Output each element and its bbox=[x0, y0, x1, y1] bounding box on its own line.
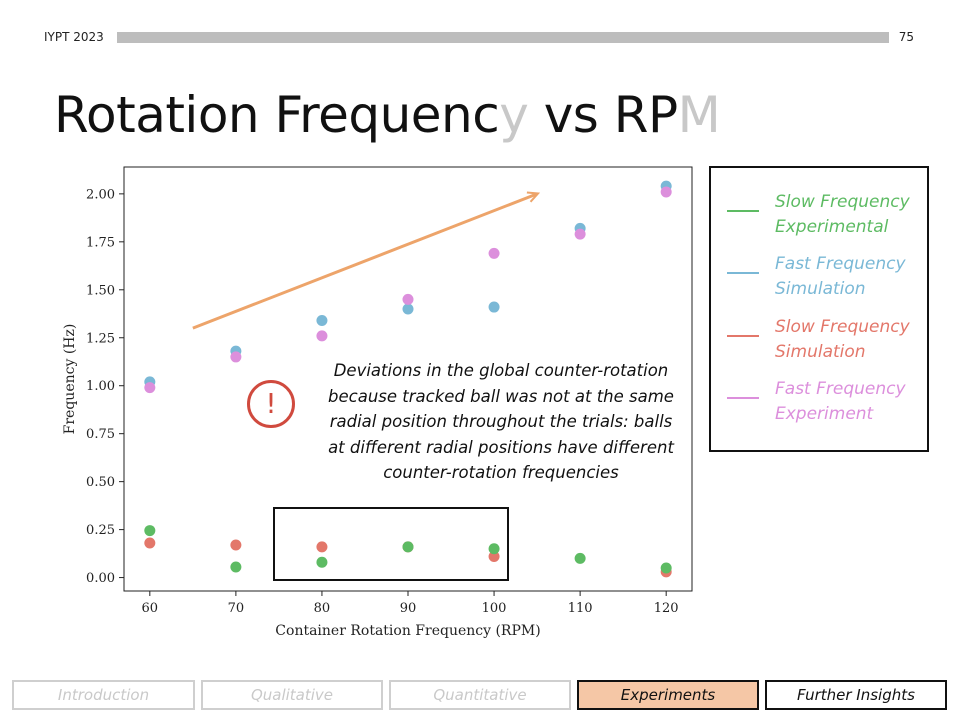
data-point bbox=[402, 293, 414, 305]
legend-label: Fast Frequency Experiment bbox=[775, 379, 906, 424]
x-tick-label: 60 bbox=[142, 601, 159, 616]
header-progress-bar bbox=[117, 32, 889, 43]
data-point bbox=[488, 247, 500, 259]
legend-swatch bbox=[727, 335, 759, 337]
y-tick-label: 0.75 bbox=[86, 427, 115, 442]
legend-swatch bbox=[727, 210, 759, 212]
y-tick-label: 2.00 bbox=[86, 187, 115, 202]
data-point bbox=[402, 303, 414, 315]
slide-number: 75 bbox=[898, 30, 914, 44]
x-tick-label: 90 bbox=[400, 601, 417, 616]
x-tick-label: 80 bbox=[314, 601, 331, 616]
deviation-note: Deviations in the global counter-rotatio… bbox=[328, 361, 674, 482]
x-tick-label: 70 bbox=[228, 601, 245, 616]
y-tick-label: 1.25 bbox=[86, 331, 115, 346]
legend-label: Slow Frequency Simulation bbox=[775, 317, 910, 362]
nav-further-insights[interactable]: Further Insights bbox=[765, 680, 947, 710]
data-point bbox=[488, 543, 500, 555]
warning-icon: ! bbox=[247, 380, 295, 428]
y-axis-label: Frequency (Hz) bbox=[62, 324, 78, 435]
x-tick-label: 120 bbox=[654, 601, 679, 616]
highlight-box bbox=[273, 507, 509, 581]
slide-title: Rotation Frequency vs RPM bbox=[54, 86, 721, 144]
legend-label: Fast Frequency Simulation bbox=[775, 254, 906, 299]
nav-experiments[interactable]: Experiments bbox=[577, 680, 759, 710]
data-point bbox=[660, 186, 672, 198]
x-axis-label: Container Rotation Frequency (RPM) bbox=[275, 623, 540, 639]
data-point bbox=[230, 539, 242, 551]
data-point bbox=[488, 550, 500, 562]
legend: Slow Frequency Experimental Fast Frequen… bbox=[709, 166, 929, 452]
data-point bbox=[488, 301, 500, 313]
y-tick-label: 0.50 bbox=[86, 475, 115, 490]
data-point bbox=[660, 562, 672, 574]
title-part-faded: y bbox=[499, 86, 529, 144]
y-tick-label: 0.25 bbox=[86, 523, 115, 538]
data-point bbox=[144, 537, 156, 549]
x-tick-label: 110 bbox=[568, 601, 593, 616]
data-point bbox=[230, 351, 242, 363]
data-point bbox=[574, 552, 586, 564]
nav-quantitative[interactable]: Quantitative bbox=[389, 680, 571, 710]
data-point bbox=[316, 314, 328, 326]
data-point bbox=[230, 561, 242, 573]
legend-label: Slow Frequency Experimental bbox=[775, 192, 910, 237]
y-tick-label: 0.00 bbox=[86, 571, 115, 586]
data-point bbox=[316, 541, 328, 553]
legend-swatch bbox=[727, 272, 759, 274]
header-event: IYPT 2023 bbox=[44, 30, 104, 44]
data-point bbox=[316, 556, 328, 568]
legend-item: Slow Frequency Experimental bbox=[711, 190, 927, 244]
data-point bbox=[144, 382, 156, 394]
data-point bbox=[402, 541, 414, 553]
y-tick-label: 1.00 bbox=[86, 379, 115, 394]
data-point bbox=[316, 330, 328, 342]
trend-arrow bbox=[192, 191, 541, 330]
nav-introduction[interactable]: Introduction bbox=[12, 680, 195, 710]
y-tick-label: 1.50 bbox=[86, 283, 115, 298]
data-point bbox=[574, 228, 586, 240]
legend-item: Fast Frequency Simulation bbox=[711, 252, 927, 306]
y-tick-label: 1.75 bbox=[86, 235, 115, 250]
legend-item: Slow Frequency Simulation bbox=[711, 315, 927, 369]
legend-item: Fast Frequency Experiment bbox=[711, 377, 927, 431]
data-point bbox=[144, 525, 156, 537]
title-part-faded: M bbox=[677, 86, 721, 144]
title-part: vs RP bbox=[528, 86, 678, 144]
title-part: Rotation Frequenc bbox=[54, 86, 500, 144]
x-tick-label: 100 bbox=[482, 601, 507, 616]
legend-swatch bbox=[727, 397, 759, 399]
nav-qualitative[interactable]: Qualitative bbox=[201, 680, 383, 710]
